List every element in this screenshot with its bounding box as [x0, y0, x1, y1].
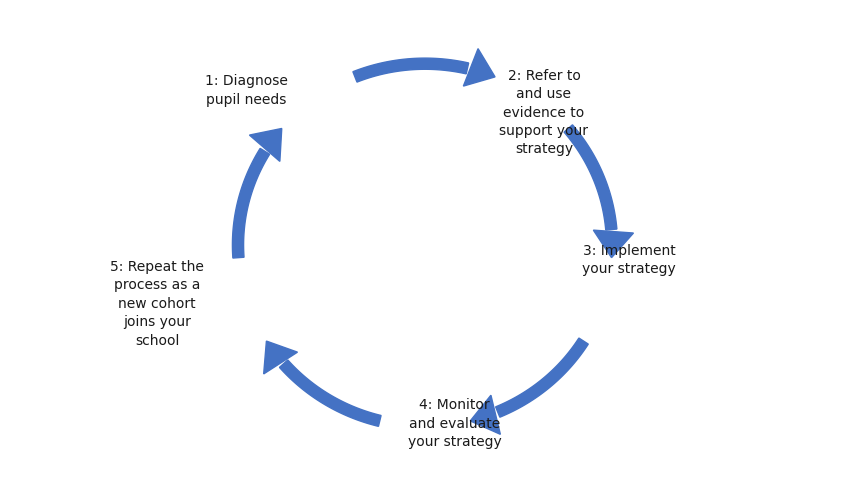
Polygon shape: [249, 128, 281, 161]
Polygon shape: [463, 49, 495, 86]
Polygon shape: [353, 58, 468, 82]
Polygon shape: [470, 395, 501, 434]
Text: 5: Repeat the
process as a
new cohort
joins your
school: 5: Repeat the process as a new cohort jo…: [110, 260, 204, 347]
Polygon shape: [232, 148, 269, 258]
Polygon shape: [593, 230, 633, 258]
Polygon shape: [496, 338, 588, 417]
Text: 4: Monitor
and evaluate
your strategy: 4: Monitor and evaluate your strategy: [408, 398, 502, 449]
Polygon shape: [264, 341, 298, 374]
Polygon shape: [280, 360, 381, 426]
Text: 1: Diagnose
pupil needs: 1: Diagnose pupil needs: [205, 74, 288, 107]
Polygon shape: [564, 125, 617, 230]
Text: 3: Implement
your strategy: 3: Implement your strategy: [582, 244, 676, 276]
Text: 2: Refer to
and use
evidence to
support your
strategy: 2: Refer to and use evidence to support …: [500, 69, 588, 156]
